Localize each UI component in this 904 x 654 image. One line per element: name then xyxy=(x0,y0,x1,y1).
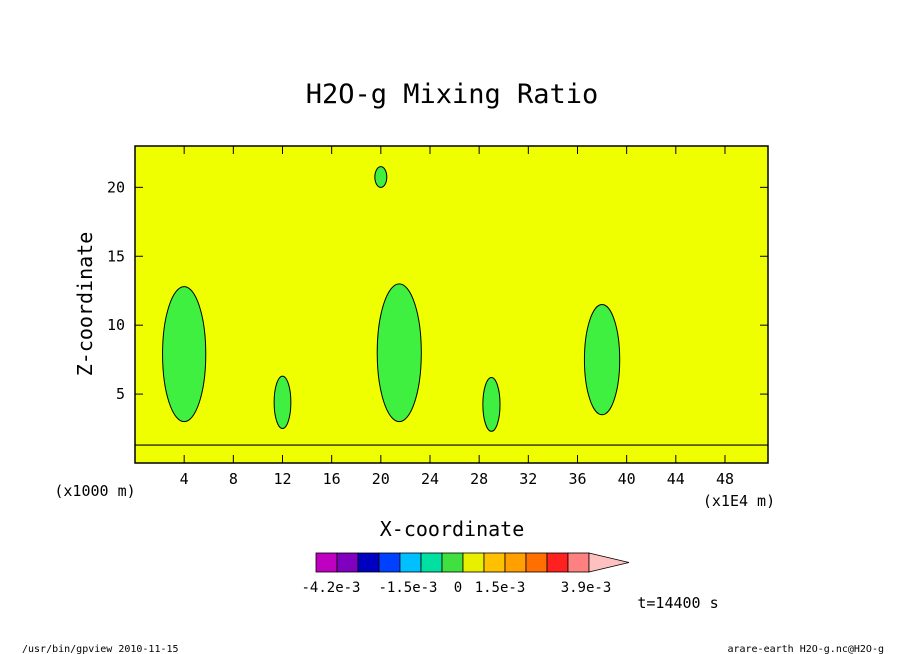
x-tick-label-6: 28 xyxy=(470,470,488,488)
colorbar-cell-2 xyxy=(357,552,380,573)
x-tick-label-3: 16 xyxy=(323,470,341,488)
colorbar-cell-1 xyxy=(336,552,359,573)
x-tick-label-10: 44 xyxy=(667,470,685,488)
colorbar-cell-7 xyxy=(462,552,485,573)
y-tick-label-3: 20 xyxy=(107,178,125,196)
contour-feature-3 xyxy=(273,375,292,430)
footer-right: arare-earth_H2O-g.nc@H2O-g xyxy=(727,644,884,654)
contour-feature-1 xyxy=(376,283,422,423)
x-tick-label-7: 32 xyxy=(519,470,537,488)
x-tick-label-1: 8 xyxy=(229,470,238,488)
time-label: t=14400 s xyxy=(637,594,718,612)
plot-background xyxy=(135,146,768,463)
colorbar-arrow xyxy=(588,552,630,573)
colorbar-label-1: -1.5e-3 xyxy=(378,580,437,596)
colorbar-cell-9 xyxy=(504,552,527,573)
x-tick-label-4: 20 xyxy=(372,470,390,488)
y-tick-label-2: 15 xyxy=(107,247,125,265)
contour-feature-5 xyxy=(374,166,388,188)
footer-left: /usr/bin/gpview 2010-11-15 xyxy=(22,644,179,654)
y-tick-label-0: 5 xyxy=(116,385,125,403)
colorbar-cell-0 xyxy=(315,552,338,573)
colorbar-label-0: -4.2e-3 xyxy=(301,580,360,596)
x-scale-note: (x1E4 m) xyxy=(703,492,775,510)
colorbar-cell-4 xyxy=(399,552,422,573)
x-tick-label-5: 24 xyxy=(421,470,439,488)
colorbar-cell-6 xyxy=(441,552,464,573)
contour-feature-2 xyxy=(583,304,621,416)
colorbar xyxy=(315,552,630,573)
y-axis-label: Z-coordinate xyxy=(73,232,97,377)
colorbar-label-2: 0 xyxy=(454,580,462,596)
plot-frame xyxy=(134,145,769,464)
colorbar-cell-12 xyxy=(567,552,590,573)
y-axis-ticks: 5 10 15 20 xyxy=(107,178,768,403)
colorbar-cell-8 xyxy=(483,552,506,573)
y-scale-note: (x1000 m) xyxy=(54,482,135,500)
colorbar-cell-5 xyxy=(420,552,443,573)
chart-title: H2O-g Mixing Ratio xyxy=(306,79,599,110)
colorbar-labels: -4.2e-3 -1.5e-3 0 1.5e-3 3.9e-3 xyxy=(301,580,611,596)
x-tick-label-9: 40 xyxy=(618,470,636,488)
x-tick-label-2: 12 xyxy=(273,470,291,488)
x-tick-label-11: 48 xyxy=(716,470,734,488)
colorbar-cell-3 xyxy=(378,552,401,573)
contour-features xyxy=(162,166,621,432)
x-tick-label-0: 4 xyxy=(180,470,189,488)
x-tick-label-8: 36 xyxy=(568,470,586,488)
colorbar-label-3: 1.5e-3 xyxy=(475,580,526,596)
colorbar-label-4: 3.9e-3 xyxy=(561,580,612,596)
colorbar-cell-11 xyxy=(546,552,569,573)
y-tick-label-1: 10 xyxy=(107,316,125,334)
colorbar-cell-10 xyxy=(525,552,548,573)
contour-feature-4 xyxy=(482,377,501,432)
x-axis-label: X-coordinate xyxy=(380,517,525,541)
x-axis-ticks: 4 8 12 16 20 24 28 32 36 40 44 48 xyxy=(180,146,734,488)
contour-feature-0 xyxy=(162,286,207,423)
